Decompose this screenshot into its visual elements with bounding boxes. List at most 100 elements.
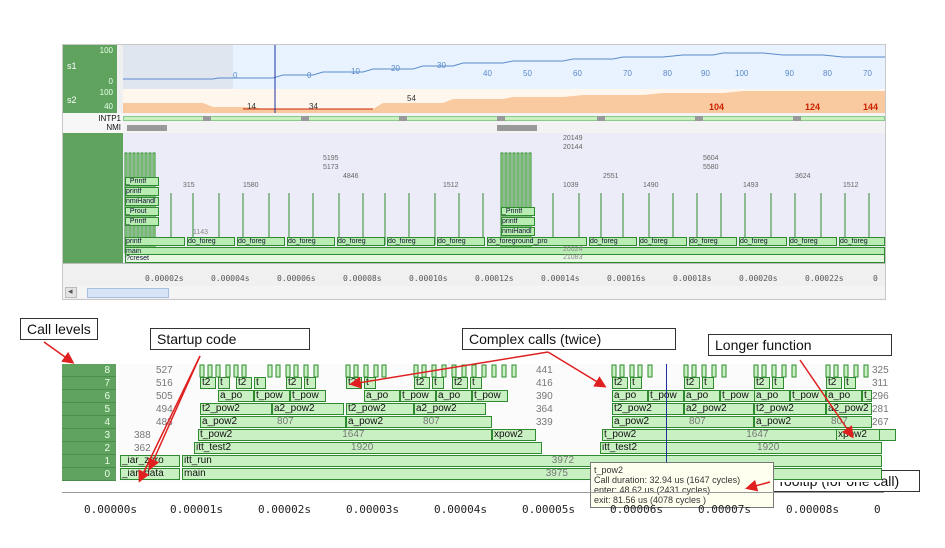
call-bar[interactable]: a2_pow2 (826, 403, 872, 415)
call-bar[interactable]: t_pow (400, 390, 436, 402)
call-bar[interactable]: do_foreg (387, 237, 435, 246)
call-bar[interactable]: a_po (826, 390, 862, 402)
call-bar[interactable]: t (254, 377, 266, 389)
call-bar[interactable]: t2_pow2 (754, 403, 826, 415)
call-bar[interactable]: printf (501, 217, 535, 226)
call-bar[interactable]: _iar_zero (120, 455, 180, 467)
call-bar[interactable]: t2_pow2 (200, 403, 272, 415)
s1-value: 80 (663, 69, 672, 78)
call-bar[interactable]: itt_test2 1920 (600, 442, 882, 454)
time-tick: 0.00022s (805, 274, 844, 283)
call-bar[interactable]: a_po (754, 390, 790, 402)
call-bar[interactable]: do_foreg (789, 237, 837, 246)
call-bar[interactable]: t_pow (720, 390, 756, 402)
call-bar[interactable]: do_foreg (237, 237, 285, 246)
call-bar[interactable]: t (630, 377, 642, 389)
call-bar[interactable]: t2 (286, 377, 302, 389)
call-bar[interactable]: do_foreg (287, 237, 335, 246)
call-bar[interactable]: do_foreg (437, 237, 485, 246)
call-bar[interactable]: t (218, 377, 230, 389)
call-bar[interactable]: t2 (236, 377, 252, 389)
call-bar[interactable]: a_pow2 807 (612, 416, 754, 428)
call-bar[interactable]: xpow2 (492, 429, 536, 441)
call-bar[interactable]: t (432, 377, 444, 389)
call-bar[interactable]: itt_test2 1920 (194, 442, 542, 454)
call-bar[interactable]: a_pow2 807 (200, 416, 346, 428)
call-bar[interactable]: a2_pow2 (684, 403, 754, 415)
call-bar-reset[interactable]: ?creset (125, 254, 885, 263)
arrow-call-levels (43, 341, 75, 364)
call-bar[interactable]: do_foreg (839, 237, 885, 246)
call-bar[interactable]: t (364, 377, 376, 389)
call-bar[interactable]: main 3975 (182, 468, 882, 480)
interrupt-track[interactable] (123, 113, 885, 133)
call-bar[interactable]: nmiHandl (125, 197, 159, 206)
call-bar[interactable]: a_po (218, 390, 254, 402)
call-bar[interactable]: t_pow (862, 390, 872, 402)
call-bar[interactable]: t2 (346, 377, 362, 389)
call-bar[interactable]: _iar_data (120, 468, 180, 480)
level8-spikes (199, 364, 869, 378)
call-bar[interactable]: a_po (612, 390, 648, 402)
call-value: 1920 (757, 442, 780, 453)
call-bar[interactable]: t2 (684, 377, 700, 389)
call-bar[interactable]: a_pow2 807 (346, 416, 492, 428)
call-bar[interactable]: nmiHandl (501, 227, 535, 236)
call-bar[interactable]: do_foreg (589, 237, 637, 246)
s1-min: 0 (108, 77, 113, 86)
call-bar[interactable]: do_foreground_pro (487, 237, 587, 246)
call-bar[interactable]: printf (125, 237, 185, 246)
call-bar[interactable]: t_pow (254, 390, 290, 402)
call-bar[interactable]: t2 (452, 377, 468, 389)
call-bar[interactable]: do_foreg (187, 237, 235, 246)
s2-signal-area[interactable]: 14 34 54 104 124 144 (123, 89, 885, 113)
call-bar[interactable]: printf (125, 187, 159, 196)
call-graph-area[interactable]: _Printf printf nmiHandl _Prout _Printf _… (123, 133, 885, 263)
call-bar[interactable]: t (844, 377, 856, 389)
call-bar[interactable]: t2 (754, 377, 770, 389)
call-bar[interactable]: t (702, 377, 714, 389)
call-bar[interactable]: do_foreg (739, 237, 787, 246)
call-bar[interactable]: do_foreg (689, 237, 737, 246)
call-bar[interactable]: t_pow (472, 390, 508, 402)
call-bar[interactable]: do_foreg (337, 237, 385, 246)
call-bar[interactable]: t_pow (290, 390, 326, 402)
call-bar[interactable]: a2_pow2 (272, 403, 344, 415)
time-tick: 0.00020s (739, 274, 778, 283)
call-bar[interactable]: t2 (826, 377, 842, 389)
s2-value: 34 (309, 102, 318, 111)
callout-longer-function: Longer function (708, 334, 892, 356)
call-bar[interactable]: _Printf (125, 217, 159, 226)
call-bar[interactable]: t2 (414, 377, 430, 389)
call-bar[interactable]: a_po (684, 390, 720, 402)
call-bar[interactable]: a2_pow2 (414, 403, 486, 415)
main-label: main (126, 248, 142, 255)
call-bar[interactable]: t2 (200, 377, 216, 389)
call-bar[interactable]: t_pow (790, 390, 826, 402)
call-bar[interactable]: _Printf (501, 207, 535, 216)
horizontal-scrollbar[interactable]: ◂ (63, 286, 885, 298)
intp1-event (597, 116, 605, 121)
call-value: 1647 (746, 429, 769, 440)
call-bar[interactable]: xpow2 (836, 429, 880, 441)
scrollbar-thumb[interactable] (87, 288, 169, 298)
reset-label: ?creset (126, 255, 149, 262)
call-bar[interactable]: t_pow2 1647 (198, 429, 492, 441)
call-bar[interactable]: a_po (436, 390, 472, 402)
scroll-left-button[interactable]: ◂ (65, 286, 77, 298)
call-bar[interactable]: a_pow2 807 (754, 416, 872, 428)
s1-waveform (123, 45, 885, 89)
call-bar[interactable]: t (304, 377, 316, 389)
call-bar[interactable]: a_po (364, 390, 400, 402)
time-cursor[interactable] (666, 364, 667, 482)
call-bar[interactable]: t2_pow2 (346, 403, 414, 415)
call-bar[interactable]: _Prout (125, 207, 159, 216)
call-bar[interactable]: _Printf (125, 177, 159, 186)
s1-signal-area[interactable]: 0 0 10 20 30 40 50 60 70 80 90 100 90 80… (123, 45, 885, 89)
call-bar[interactable]: itt_run 3972 (182, 455, 882, 467)
call-bar[interactable]: t (772, 377, 784, 389)
call-bar[interactable]: t2 (612, 377, 628, 389)
call-bar[interactable]: t2_pow2 (612, 403, 684, 415)
call-bar[interactable]: do_foreg (639, 237, 687, 246)
call-bar[interactable]: t (470, 377, 482, 389)
